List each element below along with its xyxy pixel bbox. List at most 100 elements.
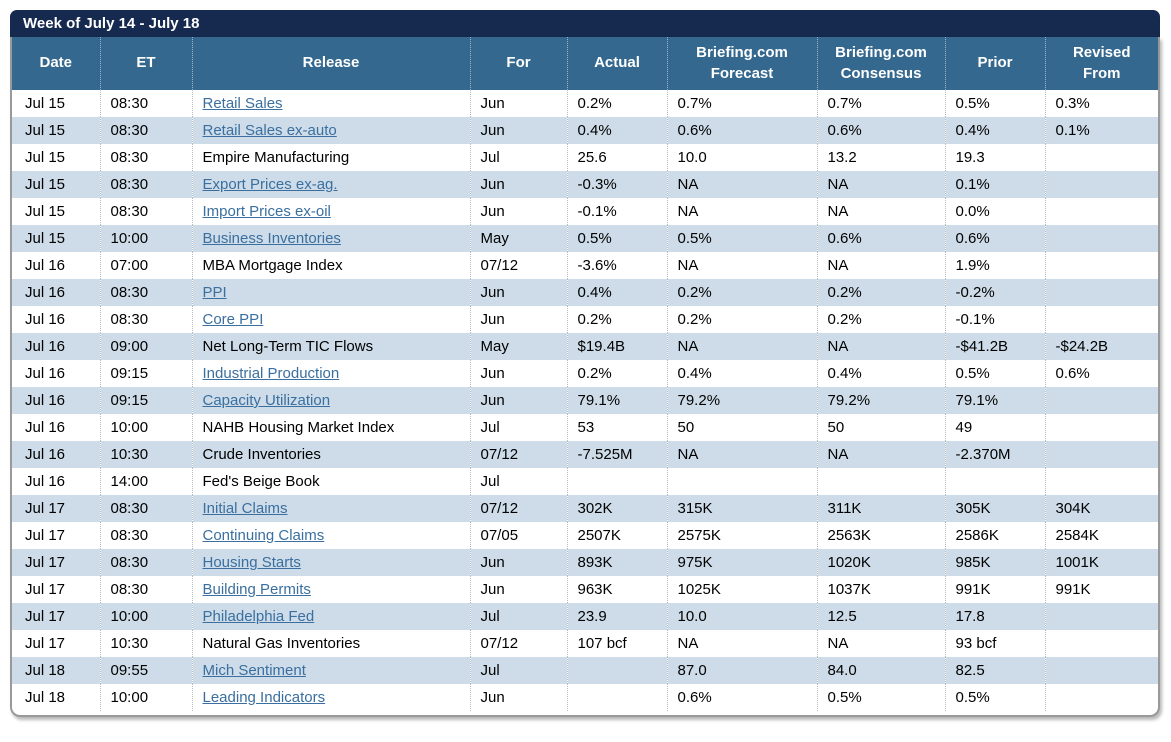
cell-revised [1044, 252, 1158, 279]
release-link[interactable]: Retail Sales [202, 95, 283, 112]
cell-for: Jul [469, 144, 567, 171]
table-row: Jul 15 08:30 Empire Manufacturing Jul 25.6 10… [12, 144, 1158, 171]
cell-revised [1044, 657, 1158, 684]
release-link[interactable]: Leading Indicators [202, 689, 326, 706]
cell-consensus: 84.0 [816, 657, 945, 684]
cell-date: Jul 18 [25, 689, 66, 706]
cell-release: Import Prices ex-oil [191, 198, 470, 225]
release-link[interactable]: Mich Sentiment [202, 662, 306, 679]
cell-for: Jun [469, 306, 567, 333]
table-row: Jul 16 08:30 PPI Jun 0.4% 0.2% 0.2% -0.2% [12, 279, 1158, 306]
cell-for: Jun [469, 360, 567, 387]
cell-forecast: 0.2% [666, 279, 817, 306]
cell-consensus: NA [816, 198, 945, 225]
cell-actual: 0.2% [566, 90, 667, 117]
cell-prior: 305K [944, 495, 1045, 522]
release-link[interactable]: PPI [202, 284, 227, 301]
cell-actual: 25.6 [566, 144, 667, 171]
cell-date: Jul 16 [25, 473, 66, 490]
release-link[interactable]: Initial Claims [202, 500, 288, 517]
cell-consensus: NA [816, 333, 945, 360]
table-row: Jul 17 10:00 Philadelphia Fed Jul 23.9 10.0 12… [12, 603, 1158, 630]
table-row: Jul 18 09:55 Mich Sentiment Jul 87.0 84.0 82.5 [12, 657, 1158, 684]
cell-prior: 0.5% [944, 90, 1045, 117]
cell-forecast: 0.7% [666, 90, 817, 117]
release-link[interactable]: Philadelphia Fed [202, 608, 315, 625]
cell-forecast: 87.0 [666, 657, 817, 684]
cell-prior: 2586K [944, 522, 1045, 549]
cell-release: Housing Starts [191, 549, 470, 576]
release-link[interactable]: Retail Sales ex-auto [202, 122, 337, 139]
cell-forecast: NA [666, 441, 817, 468]
cell-et: 10:00 [99, 603, 192, 630]
column-header-for: For [469, 37, 567, 90]
cell-for: Jun [469, 279, 567, 306]
table-row: Jul 16 10:30 Crude Inventories 07/12 -7.525M… [12, 441, 1158, 468]
cell-revised: 2584K [1044, 522, 1158, 549]
cell-date: Jul 16 [25, 365, 66, 382]
cell-consensus: 1020K [816, 549, 945, 576]
cell-release: Export Prices ex-ag. [191, 171, 470, 198]
cell-et: 08:30 [99, 549, 192, 576]
release-link[interactable]: Continuing Claims [202, 527, 325, 544]
release-link[interactable]: Industrial Production [202, 365, 340, 382]
release-link[interactable]: Export Prices ex-ag. [202, 176, 338, 193]
cell-date: Jul 16 [25, 284, 66, 301]
table-row: Jul 16 09:00 Net Long-Term TIC Flows May $19… [12, 333, 1158, 360]
release-link[interactable]: Building Permits [202, 581, 311, 598]
cell-revised [1044, 468, 1158, 495]
cell-date: Jul 15 [25, 203, 66, 220]
cell-release: Net Long-Term TIC Flows [191, 333, 470, 360]
cell-for: Jul [469, 414, 567, 441]
cell-date: Jul 15 [25, 149, 66, 166]
cell-et: 08:30 [99, 198, 192, 225]
cell-revised [1044, 684, 1158, 711]
cell-release: Business Inventories [191, 225, 470, 252]
cell-consensus: 0.2% [816, 306, 945, 333]
cell-date: Jul 15 [25, 122, 66, 139]
cell-consensus [816, 468, 945, 495]
cell-for: 07/12 [469, 441, 567, 468]
table-row: Jul 17 08:30 Initial Claims 07/12 302K 315K 31… [12, 495, 1158, 522]
cell-revised: 0.1% [1044, 117, 1158, 144]
cell-date: Jul 17 [25, 608, 66, 625]
release-link[interactable]: Housing Starts [202, 554, 301, 571]
cell-for: Jun [469, 576, 567, 603]
cell-for: 07/12 [469, 630, 567, 657]
cell-for: May [469, 225, 567, 252]
cell-release: PPI [191, 279, 470, 306]
cell-for: Jul [469, 603, 567, 630]
cell-prior: 49 [944, 414, 1045, 441]
cell-revised [1044, 144, 1158, 171]
cell-date: Jul 17 [25, 500, 66, 517]
cell-et: 10:00 [99, 684, 192, 711]
cell-prior: 985K [944, 549, 1045, 576]
cell-release: Core PPI [191, 306, 470, 333]
cell-forecast: 0.4% [666, 360, 817, 387]
release-link[interactable]: Business Inventories [202, 230, 341, 247]
cell-revised: -$24.2B [1044, 333, 1158, 360]
cell-forecast: 0.5% [666, 225, 817, 252]
cell-date: Jul 17 [25, 527, 66, 544]
table-row: Jul 17 08:30 Building Permits Jun 963K 1025K 1… [12, 576, 1158, 603]
cell-date: Jul 15 [25, 230, 66, 247]
release-link[interactable]: Capacity Utilization [202, 392, 331, 409]
cell-for: May [469, 333, 567, 360]
cell-actual: -0.3% [566, 171, 667, 198]
release-link[interactable]: Core PPI [202, 311, 264, 328]
cell-actual: 0.2% [566, 360, 667, 387]
table-row: Jul 15 08:30 Export Prices ex-ag. Jun -0.3% N… [12, 171, 1158, 198]
cell-actual: -0.1% [566, 198, 667, 225]
column-header-et: ET [99, 37, 192, 90]
cell-consensus: 0.7% [816, 90, 945, 117]
calendar-table-body: Jul 15 08:30 Retail Sales Jun 0.2% 0.7% 0.7% 0.… [12, 90, 1158, 711]
cell-et: 08:30 [99, 522, 192, 549]
release-link[interactable]: Import Prices ex-oil [202, 203, 331, 220]
table-row: Jul 17 10:30 Natural Gas Inventories 07/12 1… [12, 630, 1158, 657]
cell-forecast: 315K [666, 495, 817, 522]
cell-et: 09:15 [99, 360, 192, 387]
cell-prior: 0.1% [944, 171, 1045, 198]
column-header-date: Date [12, 37, 100, 90]
cell-for: Jun [469, 171, 567, 198]
cell-revised [1044, 279, 1158, 306]
